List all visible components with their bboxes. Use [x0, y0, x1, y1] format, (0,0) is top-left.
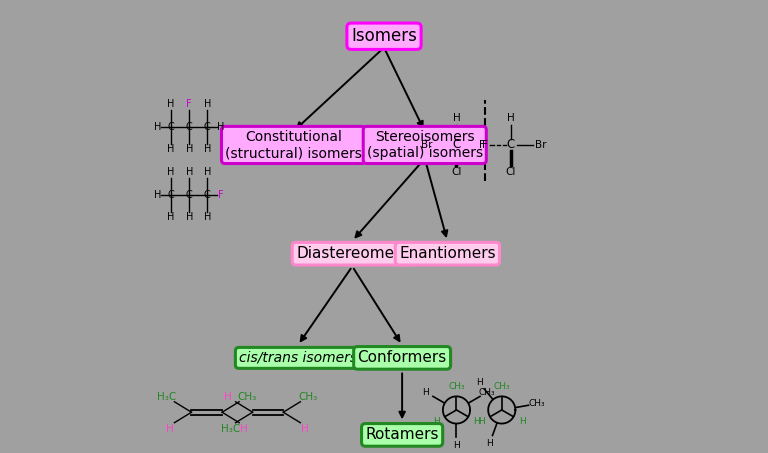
Text: H: H [507, 113, 515, 124]
Text: CH₃: CH₃ [299, 392, 318, 402]
Text: H: H [167, 212, 175, 222]
Text: C: C [186, 122, 193, 132]
Text: H: H [486, 439, 493, 448]
Text: CH₃: CH₃ [238, 392, 257, 402]
Text: H₃C: H₃C [221, 424, 240, 434]
Text: H₃C: H₃C [157, 392, 176, 402]
Text: H: H [475, 378, 482, 387]
Text: H: H [186, 167, 193, 177]
Text: C: C [204, 190, 210, 200]
Text: Enantiomers: Enantiomers [399, 246, 495, 261]
Text: CH₃: CH₃ [478, 388, 495, 397]
Text: Cl: Cl [452, 168, 462, 178]
Text: H: H [432, 417, 439, 426]
Text: C: C [167, 190, 174, 200]
Text: CH₃: CH₃ [449, 382, 465, 391]
Text: H: H [452, 113, 460, 124]
Text: H: H [186, 212, 193, 222]
Text: C: C [186, 190, 193, 200]
Text: H: H [301, 424, 309, 434]
Text: F: F [217, 190, 223, 200]
Text: H: H [166, 424, 174, 434]
Text: CH₃: CH₃ [494, 382, 510, 391]
Text: Br: Br [421, 140, 432, 150]
Text: H: H [217, 122, 224, 132]
Text: Conformers: Conformers [357, 350, 447, 366]
Text: H: H [223, 392, 231, 402]
Text: Constitutional
(structural) isomers: Constitutional (structural) isomers [225, 130, 362, 160]
Text: cis/trans isomers: cis/trans isomers [239, 351, 357, 365]
Text: F: F [479, 140, 485, 150]
Text: H: H [167, 167, 175, 177]
Text: H: H [453, 441, 460, 450]
Text: F: F [187, 99, 192, 109]
Text: H: H [519, 417, 525, 426]
Text: H: H [422, 388, 429, 397]
Text: CH₃: CH₃ [528, 400, 545, 408]
Text: C: C [452, 139, 461, 151]
Text: H: H [167, 145, 175, 154]
Text: H: H [204, 167, 211, 177]
Text: C: C [507, 139, 515, 151]
Text: H: H [186, 145, 193, 154]
Text: H: H [474, 417, 480, 426]
Text: H: H [154, 122, 162, 132]
Text: H: H [204, 145, 211, 154]
Text: H: H [167, 99, 175, 109]
Text: Stereoisomers
(spatial) isomers: Stereoisomers (spatial) isomers [366, 130, 483, 160]
Text: H: H [240, 424, 247, 434]
Text: H: H [204, 212, 211, 222]
Text: H: H [478, 417, 485, 426]
Text: Rotamers: Rotamers [366, 427, 439, 443]
Text: Isomers: Isomers [351, 27, 417, 45]
Text: C: C [204, 122, 210, 132]
Text: F: F [482, 140, 488, 150]
Text: H: H [204, 99, 211, 109]
Text: C: C [167, 122, 174, 132]
Text: Diastereomers: Diastereomers [296, 246, 409, 261]
Text: Br: Br [535, 140, 546, 150]
Text: H: H [154, 190, 162, 200]
Text: Cl: Cl [505, 168, 516, 178]
